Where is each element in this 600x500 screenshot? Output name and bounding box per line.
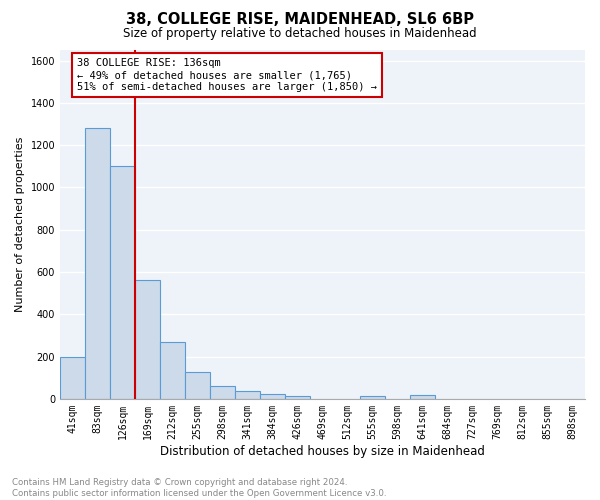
Text: 38, COLLEGE RISE, MAIDENHEAD, SL6 6BP: 38, COLLEGE RISE, MAIDENHEAD, SL6 6BP [126, 12, 474, 28]
Bar [410, 394, 435, 399]
Bar [85, 128, 110, 399]
Bar [235, 392, 260, 399]
Bar [185, 372, 210, 399]
Y-axis label: Number of detached properties: Number of detached properties [15, 136, 25, 312]
Bar [60, 356, 85, 399]
Bar [110, 166, 135, 399]
Text: Size of property relative to detached houses in Maidenhead: Size of property relative to detached ho… [123, 28, 477, 40]
Bar [360, 396, 385, 399]
Bar [210, 386, 235, 399]
Bar [285, 396, 310, 399]
X-axis label: Distribution of detached houses by size in Maidenhead: Distribution of detached houses by size … [160, 444, 485, 458]
Text: Contains HM Land Registry data © Crown copyright and database right 2024.
Contai: Contains HM Land Registry data © Crown c… [12, 478, 386, 498]
Bar [135, 280, 160, 399]
Bar [160, 342, 185, 399]
Text: 38 COLLEGE RISE: 136sqm
← 49% of detached houses are smaller (1,765)
51% of semi: 38 COLLEGE RISE: 136sqm ← 49% of detache… [77, 58, 377, 92]
Bar [260, 394, 285, 399]
